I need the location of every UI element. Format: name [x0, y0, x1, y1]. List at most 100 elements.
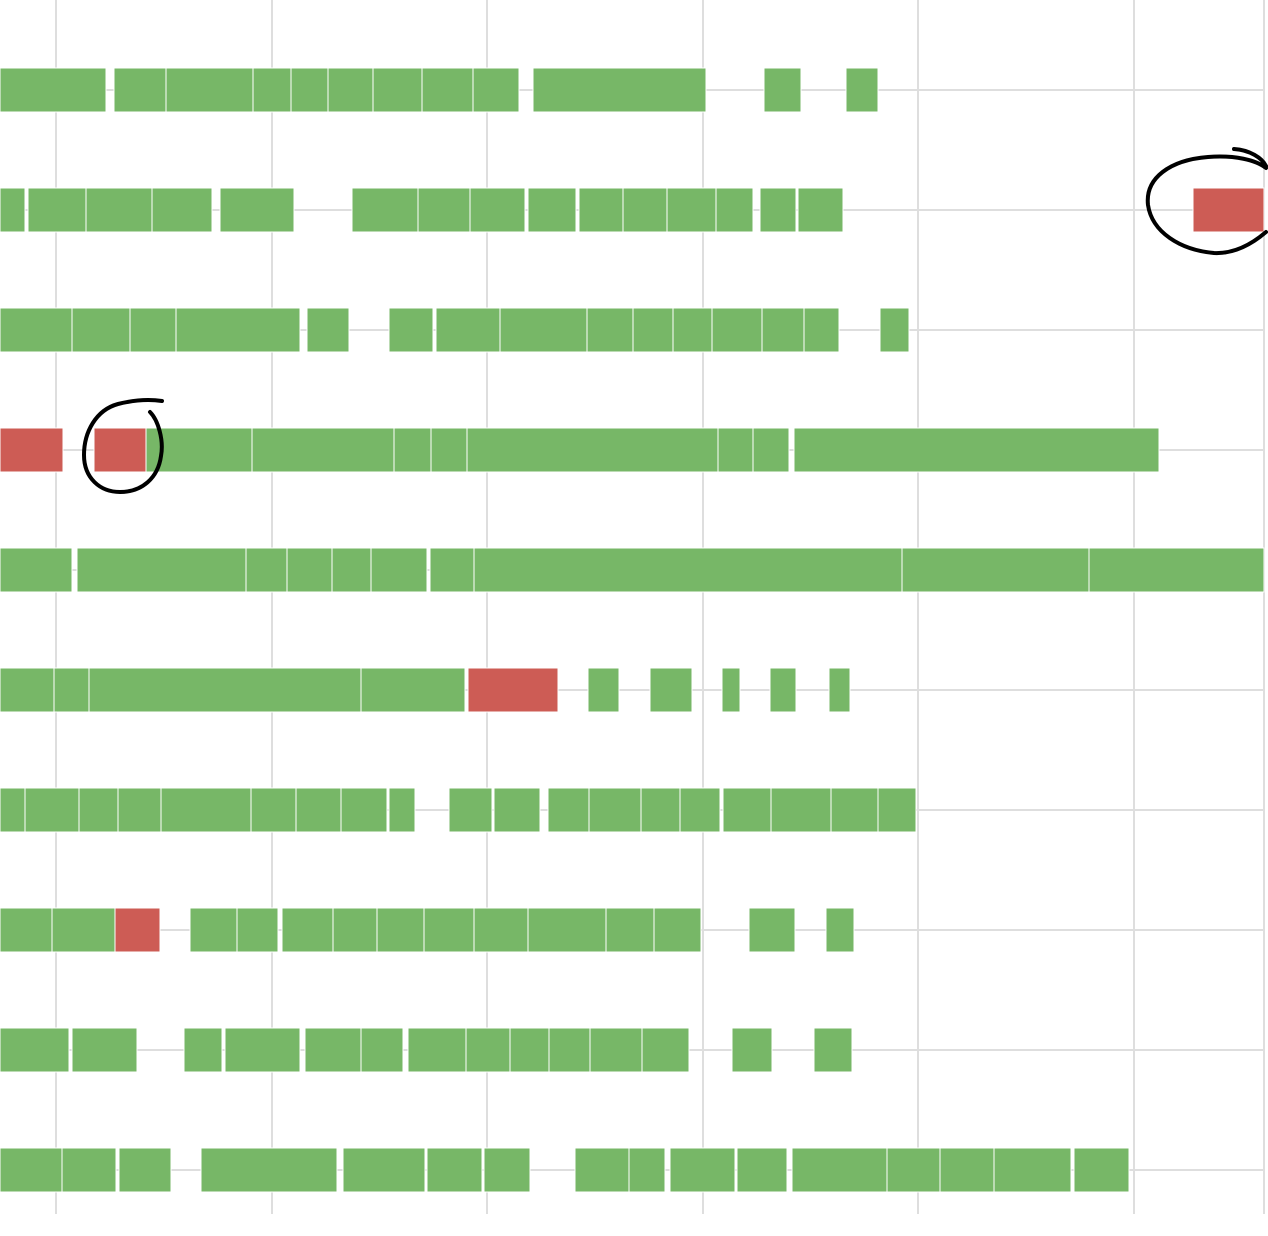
ok-segment[interactable]: [251, 427, 395, 473]
ok-segment[interactable]: [649, 667, 693, 713]
ok-segment[interactable]: [85, 187, 153, 233]
ok-segment[interactable]: [290, 67, 329, 113]
ok-segment[interactable]: [0, 787, 26, 833]
ok-segment[interactable]: [118, 1147, 172, 1193]
ok-segment[interactable]: [1088, 547, 1265, 593]
ok-segment[interactable]: [0, 907, 53, 953]
ok-segment[interactable]: [76, 547, 247, 593]
ok-segment[interactable]: [421, 67, 474, 113]
ok-segment[interactable]: [721, 667, 741, 713]
ok-segment[interactable]: [407, 1027, 467, 1073]
ok-segment[interactable]: [717, 427, 754, 473]
ok-segment[interactable]: [78, 787, 119, 833]
ok-segment[interactable]: [0, 307, 73, 353]
ok-segment[interactable]: [342, 1147, 426, 1193]
ok-segment[interactable]: [886, 1147, 941, 1193]
failed-segment[interactable]: [467, 667, 559, 713]
ok-segment[interactable]: [589, 1027, 643, 1073]
ok-segment[interactable]: [165, 67, 254, 113]
ok-segment[interactable]: [473, 547, 903, 593]
ok-segment[interactable]: [499, 307, 588, 353]
ok-segment[interactable]: [183, 1027, 223, 1073]
ok-segment[interactable]: [0, 667, 55, 713]
ok-segment[interactable]: [360, 1027, 404, 1073]
ok-segment[interactable]: [224, 1027, 301, 1073]
ok-segment[interactable]: [331, 547, 372, 593]
ok-segment[interactable]: [722, 787, 772, 833]
ok-segment[interactable]: [340, 787, 388, 833]
ok-segment[interactable]: [0, 67, 107, 113]
ok-segment[interactable]: [493, 787, 541, 833]
ok-segment[interactable]: [61, 1147, 117, 1193]
ok-segment[interactable]: [679, 787, 721, 833]
ok-segment[interactable]: [469, 187, 526, 233]
ok-segment[interactable]: [715, 187, 754, 233]
ok-segment[interactable]: [672, 307, 713, 353]
ok-segment[interactable]: [0, 547, 73, 593]
ok-segment[interactable]: [24, 787, 80, 833]
ok-segment[interactable]: [0, 187, 26, 233]
ok-segment[interactable]: [791, 1147, 888, 1193]
ok-segment[interactable]: [641, 1027, 690, 1073]
ok-segment[interactable]: [417, 187, 471, 233]
ok-segment[interactable]: [1073, 1147, 1130, 1193]
failed-segment[interactable]: [0, 427, 64, 473]
ok-segment[interactable]: [736, 1147, 788, 1193]
ok-segment[interactable]: [430, 427, 468, 473]
ok-segment[interactable]: [304, 1027, 362, 1073]
ok-segment[interactable]: [200, 1147, 338, 1193]
failed-segment[interactable]: [93, 427, 147, 473]
ok-segment[interactable]: [752, 427, 790, 473]
ok-segment[interactable]: [360, 667, 466, 713]
ok-segment[interactable]: [281, 907, 334, 953]
ok-segment[interactable]: [901, 547, 1090, 593]
ok-segment[interactable]: [370, 547, 428, 593]
ok-segment[interactable]: [547, 787, 590, 833]
ok-segment[interactable]: [845, 67, 879, 113]
ok-segment[interactable]: [376, 907, 425, 953]
ok-segment[interactable]: [769, 667, 797, 713]
ok-segment[interactable]: [527, 907, 607, 953]
ok-segment[interactable]: [145, 427, 253, 473]
ok-segment[interactable]: [483, 1147, 531, 1193]
ok-segment[interactable]: [88, 667, 362, 713]
ok-segment[interactable]: [666, 187, 717, 233]
ok-segment[interactable]: [113, 67, 167, 113]
ok-segment[interactable]: [426, 1147, 483, 1193]
failed-segment[interactable]: [1192, 187, 1265, 233]
ok-segment[interactable]: [250, 787, 297, 833]
ok-segment[interactable]: [435, 307, 501, 353]
ok-segment[interactable]: [117, 787, 162, 833]
failed-segment[interactable]: [114, 907, 161, 953]
ok-segment[interactable]: [877, 787, 917, 833]
ok-segment[interactable]: [605, 907, 655, 953]
ok-segment[interactable]: [939, 1147, 995, 1193]
ok-segment[interactable]: [219, 187, 295, 233]
ok-segment[interactable]: [770, 787, 832, 833]
ok-segment[interactable]: [588, 787, 642, 833]
ok-segment[interactable]: [761, 307, 805, 353]
ok-segment[interactable]: [759, 187, 797, 233]
ok-segment[interactable]: [429, 547, 475, 593]
ok-segment[interactable]: [372, 67, 423, 113]
ok-segment[interactable]: [731, 1027, 773, 1073]
ok-segment[interactable]: [527, 187, 577, 233]
ok-segment[interactable]: [587, 667, 620, 713]
ok-segment[interactable]: [640, 787, 681, 833]
ok-segment[interactable]: [51, 907, 116, 953]
ok-segment[interactable]: [71, 1027, 138, 1073]
ok-segment[interactable]: [327, 67, 374, 113]
ok-segment[interactable]: [448, 787, 493, 833]
ok-segment[interactable]: [632, 307, 674, 353]
ok-segment[interactable]: [509, 1027, 550, 1073]
ok-segment[interactable]: [393, 427, 432, 473]
ok-segment[interactable]: [295, 787, 342, 833]
ok-segment[interactable]: [351, 187, 419, 233]
ok-segment[interactable]: [129, 307, 177, 353]
ok-segment[interactable]: [825, 907, 855, 953]
ok-segment[interactable]: [793, 427, 1160, 473]
ok-segment[interactable]: [669, 1147, 736, 1193]
ok-segment[interactable]: [466, 427, 719, 473]
ok-segment[interactable]: [473, 907, 529, 953]
ok-segment[interactable]: [175, 307, 301, 353]
